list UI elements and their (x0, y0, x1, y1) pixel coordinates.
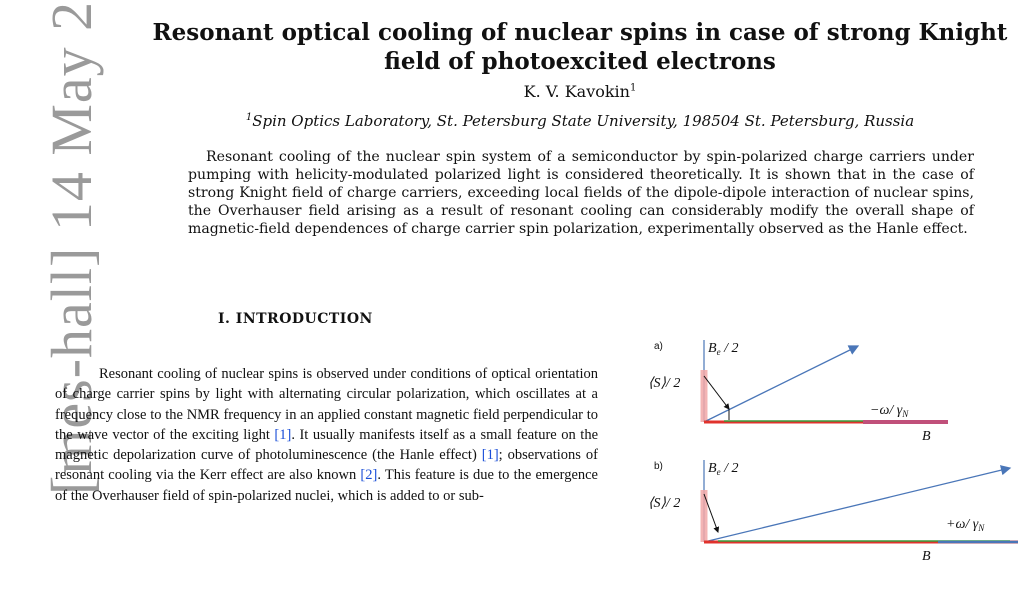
projection-arrow-a (703, 375, 730, 410)
intro-text-2: . It usually manifests itself as a small… (55, 426, 598, 464)
spin-label-b: ⟨S⟩/ 2 (648, 496, 680, 511)
abstract: Resonant cooling of the nuclear spin sys… (188, 149, 974, 237)
panel-b-label: b) (654, 461, 663, 472)
paper-title: Resonant optical cooling of nuclear spin… (152, 19, 1008, 76)
projection-arrow-b (703, 493, 720, 533)
intro-text-4: . This feature is due to the emergence o… (55, 467, 598, 504)
citation-link[interactable]: [1] (274, 426, 292, 443)
panel-a: a) Be / 2 ⟨S⟩/ 2 −ω/ γN B (648, 340, 948, 444)
author-affiliation-mark: 1 (629, 82, 637, 94)
omega-label-a: −ω/ γN (870, 403, 909, 419)
intro-text-1: Resonant cooling of nuclear spins is obs… (55, 366, 598, 443)
omega-label-b: +ω/ γN (946, 517, 985, 533)
affiliation-line: 1Spin Optics Laboratory, St. Petersburg … (140, 112, 1020, 130)
citation-link[interactable]: [1] (481, 447, 499, 464)
panel-b: b) Be / 2 ⟨S⟩/ 2 +ω/ γN B (648, 460, 1018, 564)
author-name: K. V. Kavokin (523, 82, 630, 101)
panel-a-label: a) (654, 341, 663, 352)
total-field-vector-b (703, 465, 1012, 543)
section-heading-introduction: I. INTRODUCTION (218, 311, 373, 327)
affiliation-mark: 1 (245, 112, 253, 123)
be-label-b: Be / 2 (708, 461, 738, 477)
affiliation-text: Spin Optics Laboratory, St. Petersburg S… (252, 112, 915, 130)
introduction-paragraph: Resonant cooling of nuclear spins is obs… (55, 364, 598, 506)
b-label-a: B (922, 429, 931, 444)
intro-text-3: ; observations of resonant cooling via t… (55, 447, 598, 484)
author-line: K. V. Kavokin1 (140, 82, 1020, 101)
b-label-b: B (922, 549, 931, 564)
spin-label-a: ⟨S⟩/ 2 (648, 376, 680, 391)
citation-link[interactable]: [2] (360, 467, 378, 484)
total-field-vector-a (703, 345, 860, 423)
be-label-a: Be / 2 (708, 341, 738, 357)
vector-diagram-figure: a) Be / 2 ⟨S⟩/ 2 −ω/ γN B b) Be / 2 ⟨ (638, 332, 1023, 602)
